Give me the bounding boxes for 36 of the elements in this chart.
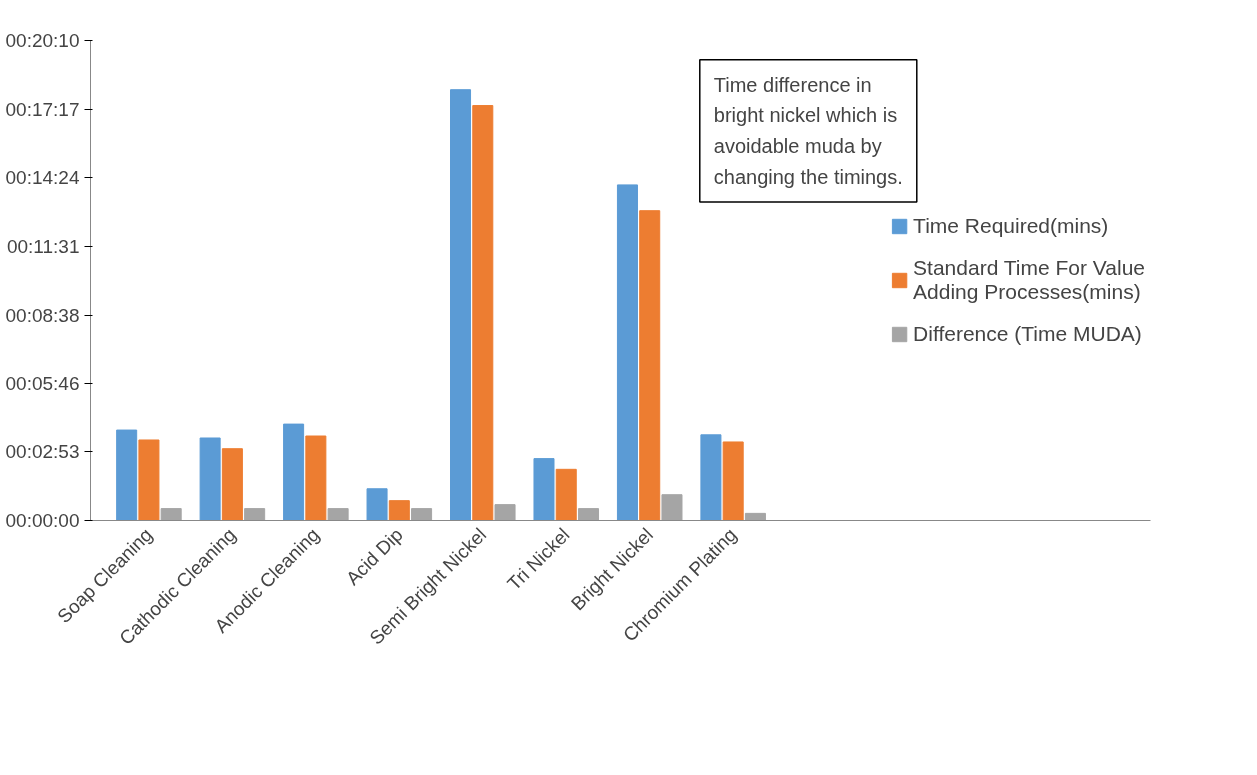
bar [283, 423, 305, 521]
legend-label: Time Required(mins) [913, 214, 1109, 238]
y-tick-label: 00:20:10 [5, 30, 80, 51]
y-tick-label: 00:05:46 [5, 372, 80, 394]
bar [160, 508, 182, 521]
bar [533, 458, 555, 521]
y-tick-label: 00:02:53 [5, 441, 80, 463]
y-tick-label: 00:17:17 [5, 98, 80, 120]
bar [388, 500, 410, 521]
bar [411, 508, 433, 521]
bar [661, 494, 683, 521]
bar [221, 448, 243, 521]
bar [639, 210, 661, 521]
bar [327, 508, 349, 521]
bar [138, 439, 160, 521]
bar [555, 468, 577, 521]
bar [199, 437, 221, 521]
bar [577, 508, 600, 521]
annotation: Time difference in bright nickel which is avoidable muda by changing the timings. [713, 73, 903, 189]
bar [450, 89, 472, 521]
bar [305, 435, 327, 521]
legend-label: Difference (Time MUDA) [913, 322, 1142, 346]
bar [494, 504, 516, 521]
y-tick-label: 00:08:38 [5, 304, 80, 326]
bar [722, 441, 744, 521]
bar [744, 512, 766, 521]
y-tick-label: 00:14:24 [5, 167, 80, 189]
y-tick-label: 00:11:31 [6, 235, 80, 257]
bar [116, 429, 138, 521]
bar [700, 434, 722, 521]
y-tick-label: 00:00:00 [5, 510, 80, 531]
bar [472, 105, 494, 521]
bar [244, 508, 266, 521]
bar [366, 488, 388, 521]
legend-label: Standard Time For Value Adding Processes(mins) [913, 256, 1145, 304]
bar [616, 184, 638, 521]
